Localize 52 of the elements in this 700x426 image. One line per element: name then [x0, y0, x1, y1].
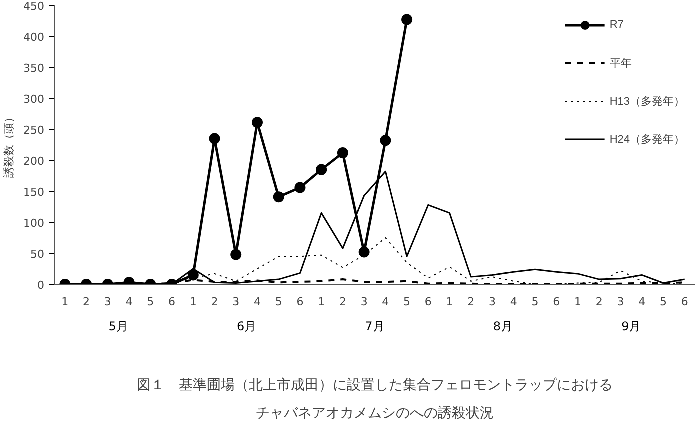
- x-tick-label: 2: [83, 296, 90, 308]
- x-tick-label: 5: [660, 296, 667, 308]
- y-tick-label: 450: [24, 0, 45, 13]
- text: 7月: [365, 320, 385, 334]
- x-tick-label: 4: [254, 296, 261, 308]
- x-tick-label: 6: [681, 296, 688, 308]
- x-tick-label: 3: [360, 296, 368, 308]
- x-tick-label: 3: [617, 296, 624, 308]
- x-tick-label: 4: [510, 296, 518, 308]
- y-tick-label: 350: [24, 62, 45, 75]
- x-tick-label: 1: [446, 296, 454, 308]
- x-tick-label: 1: [62, 296, 69, 308]
- x-tick-label: 1: [190, 296, 197, 308]
- x-tick-label: 1: [574, 296, 582, 308]
- x-tick-label: 6: [424, 296, 432, 308]
- x-tick-label: 2: [339, 296, 346, 308]
- x-tick-label: 5: [275, 296, 282, 308]
- text: 図１ 基準圃場（北上市成田）に設置した集合フェロモントラップにおける: [137, 378, 613, 394]
- y-tick-label: 100: [24, 217, 45, 230]
- text: 8月: [493, 320, 514, 334]
- y-axis-title: 誘殺数（頭）: [2, 112, 16, 178]
- y-tick-label: 400: [24, 31, 45, 44]
- x-tick-label: 3: [232, 296, 240, 308]
- x-tick-label: 6: [168, 296, 176, 308]
- legend-label: 平年: [610, 56, 632, 70]
- x-tick-label: 3: [489, 296, 496, 308]
- y-tick-label: 300: [24, 93, 45, 106]
- text: 6月: [236, 320, 257, 334]
- y-tick-label: 200: [24, 155, 45, 168]
- x-tick-label: 2: [468, 296, 475, 308]
- x-tick-label: 2: [211, 296, 218, 308]
- legend-label: R7: [610, 19, 625, 31]
- x-tick-label: 4: [638, 296, 646, 308]
- x-tick-label: 6: [553, 296, 560, 308]
- text: チャバネアオカメムシのへの誘殺状況: [256, 406, 494, 422]
- x-tick-label: 4: [382, 296, 390, 308]
- y-tick-label: 250: [24, 124, 45, 137]
- x-tick-label: 3: [104, 296, 112, 308]
- x-tick-label: 5: [147, 296, 154, 308]
- x-tick-label: 5: [404, 296, 411, 308]
- legend-label: H13（多発年）: [610, 94, 685, 108]
- legend-label: H24（多発年）: [610, 132, 685, 146]
- x-tick-label: 2: [596, 296, 603, 308]
- text: 5月: [108, 320, 128, 334]
- x-tick-label: 5: [532, 296, 539, 308]
- y-tick-label: 50: [30, 248, 45, 261]
- y-tick-label: 0: [38, 279, 44, 292]
- text: 9月: [622, 320, 642, 334]
- x-tick-label: 1: [318, 296, 326, 308]
- y-tick-label: 150: [24, 186, 45, 199]
- x-tick-label: 6: [296, 296, 304, 308]
- x-tick-label: 4: [126, 296, 133, 308]
